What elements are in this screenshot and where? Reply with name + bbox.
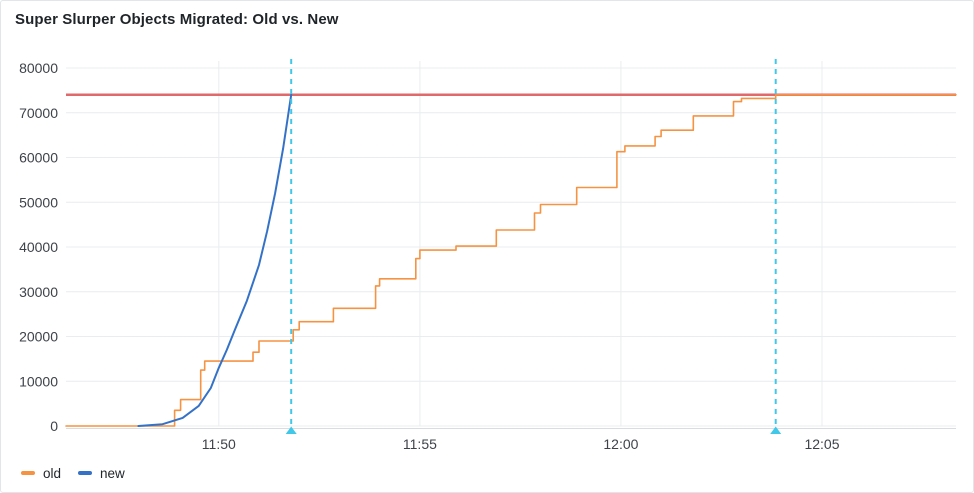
legend-label-old: old [43,465,62,481]
series-old-line [65,94,957,427]
x-tick-label-11:50: 11:50 [202,436,236,452]
y-tick-label-0: 0 [50,418,58,434]
legend-swatch-new [78,471,93,476]
legend-label-new: new [100,465,125,481]
x-tick-label-11:55: 11:55 [403,436,437,452]
y-tick-label-60000: 60000 [19,150,58,166]
series-new-line [137,93,293,427]
legend-swatch-old [21,471,35,476]
y-tick-label-10000: 10000 [19,373,58,389]
x-tick-label-12:05: 12:05 [804,436,839,452]
annotation-marker-triangle-2[interactable] [770,426,782,435]
y-tick-label-50000: 50000 [19,194,58,210]
y-tick-label-30000: 30000 [19,284,58,300]
x-tick-label-12:00: 12:00 [603,436,638,452]
legend: old new [21,465,125,481]
annotation-marker-triangle-1[interactable] [285,426,297,435]
panel-title[interactable]: Super Slurper Objects Migrated: Old vs. … [15,11,339,28]
y-tick-label-70000: 70000 [19,105,58,121]
y-tick-label-40000: 40000 [19,239,58,255]
legend-item-old[interactable]: old [21,465,62,481]
y-tick-label-20000: 20000 [19,329,58,345]
legend-item-new[interactable]: new [78,465,125,481]
y-tick-label-80000: 80000 [19,60,58,76]
